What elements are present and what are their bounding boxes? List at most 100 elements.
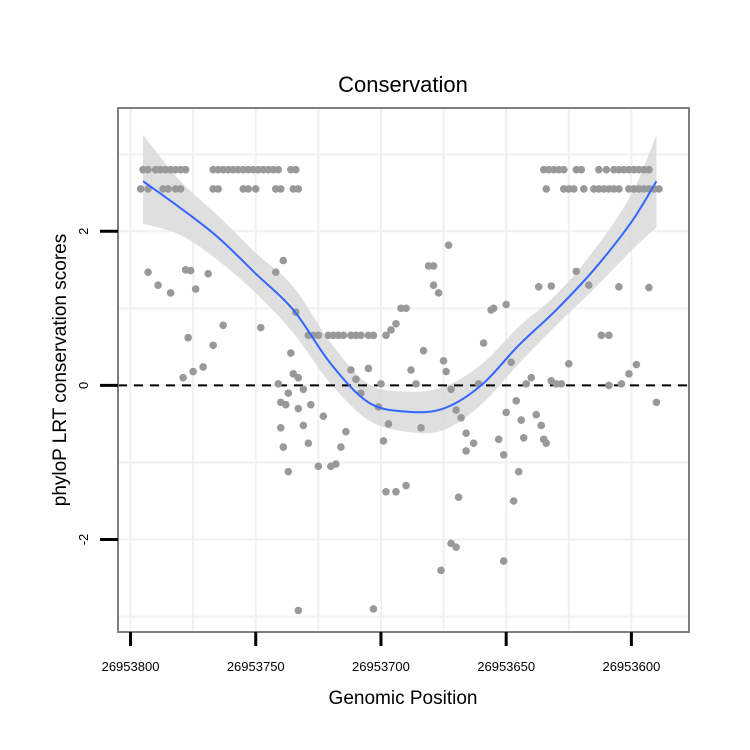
data-point: [605, 381, 613, 390]
data-point: [279, 256, 288, 265]
data-point: [509, 497, 518, 505]
data-point: [166, 289, 175, 297]
chart-title: Conservation: [338, 72, 468, 97]
data-point: [514, 467, 523, 476]
y-tick-label: 2: [76, 228, 91, 235]
data-point: [645, 283, 653, 292]
data-point: [186, 266, 195, 275]
data-point: [655, 185, 663, 193]
data-point: [279, 443, 288, 451]
y-tick-label: 0: [76, 382, 91, 389]
data-point: [314, 462, 323, 471]
data-point: [251, 185, 260, 193]
data-point: [369, 605, 378, 613]
data-point: [176, 185, 185, 193]
data-point: [437, 566, 445, 575]
data-point: [347, 366, 355, 374]
data-point: [462, 447, 470, 455]
data-point: [447, 385, 455, 394]
data-point: [204, 269, 212, 278]
smooth-line: [142, 180, 658, 414]
data-point: [597, 331, 606, 340]
data-point: [377, 380, 385, 388]
data-point: [284, 467, 293, 476]
data-point: [287, 349, 295, 357]
data-point: [534, 282, 543, 291]
data-point: [457, 413, 465, 422]
data-point: [314, 331, 323, 340]
data-point: [547, 282, 556, 290]
data-point: [542, 439, 551, 448]
data-point: [332, 460, 340, 468]
data-point: [559, 165, 568, 174]
x-tick-label: 26953650: [477, 659, 535, 674]
data-point: [502, 408, 510, 417]
data-point: [276, 185, 285, 193]
data-point: [652, 398, 661, 407]
data-point: [532, 410, 541, 419]
data-point: [294, 185, 303, 193]
data-point: [585, 281, 593, 290]
data-point: [199, 363, 207, 371]
y-axis-title: phyloP LRT conservation scores: [50, 234, 71, 507]
data-point: [384, 420, 393, 428]
data-point: [244, 185, 253, 193]
data-point: [617, 380, 626, 388]
data-point: [307, 400, 315, 409]
data-point: [479, 339, 488, 347]
data-point: [179, 373, 187, 382]
data-point: [136, 185, 145, 193]
data-point: [342, 427, 350, 436]
data-point: [369, 331, 378, 340]
data-point: [444, 241, 453, 249]
data-point: [402, 304, 410, 313]
x-tick-label: 26953750: [227, 659, 285, 674]
x-tick-label: 26953700: [352, 659, 410, 674]
data-point: [499, 557, 508, 565]
data-point: [429, 281, 438, 290]
data-point: [632, 360, 641, 369]
data-point: [319, 412, 328, 421]
data-point: [625, 370, 633, 378]
data-point: [276, 423, 285, 432]
data-point: [364, 364, 373, 373]
data-point: [602, 165, 611, 174]
data-point: [382, 487, 390, 496]
data-point: [517, 416, 526, 424]
data-point: [294, 606, 303, 615]
data-point: [522, 380, 531, 388]
data-point: [352, 375, 360, 384]
data-point: [392, 487, 400, 496]
panel-border: [117, 107, 690, 633]
data-point: [519, 434, 528, 442]
data-point: [189, 367, 197, 376]
data-point: [274, 380, 283, 388]
data-point: [144, 268, 152, 276]
data-point: [181, 165, 190, 174]
data-point: [452, 406, 460, 414]
data-point: [387, 326, 395, 334]
data-point: [299, 421, 308, 430]
scatter-points: [136, 165, 663, 615]
data-point: [281, 400, 290, 409]
data-point: [184, 333, 192, 342]
data-point: [595, 165, 603, 174]
y-tick-label: -2: [76, 534, 91, 546]
data-point: [527, 373, 536, 382]
data-point: [164, 185, 172, 193]
data-point: [434, 289, 443, 297]
data-point: [402, 481, 410, 490]
data-point: [209, 341, 217, 350]
data-point: [274, 165, 283, 174]
data-point: [542, 185, 551, 193]
data-point: [615, 185, 623, 193]
data-point: [219, 321, 227, 330]
data-point: [304, 439, 313, 448]
data-point: [294, 404, 303, 413]
data-point: [292, 165, 300, 174]
data-point: [407, 366, 415, 374]
data-point: [615, 282, 623, 291]
data-point: [379, 437, 388, 445]
